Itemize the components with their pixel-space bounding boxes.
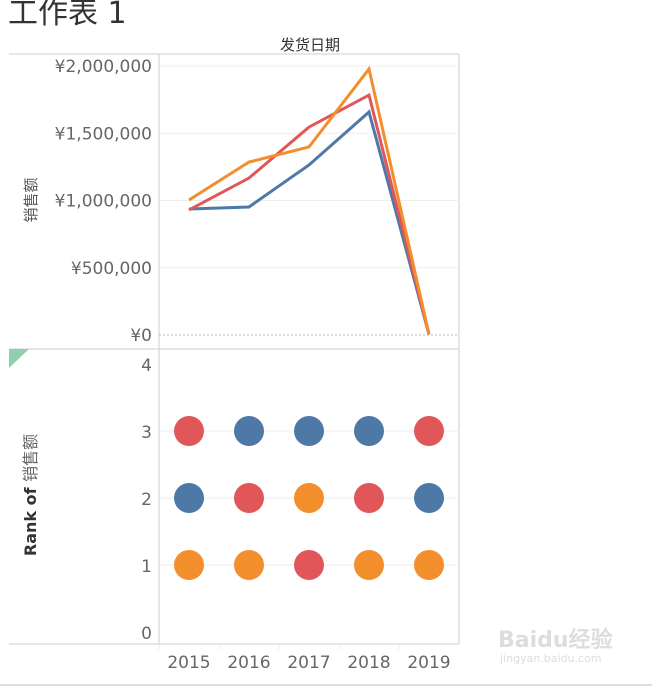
column-header: 发货日期 (280, 36, 340, 54)
y-tick-label: 4 (141, 356, 152, 376)
y-tick-label: 2 (141, 490, 152, 510)
rank-dot-blue (354, 416, 384, 446)
rank-dot-blue (414, 483, 444, 513)
line-series-orange (188, 65, 431, 335)
y-tick-label: 0 (141, 624, 152, 644)
rank-dot-blue (174, 483, 204, 513)
line-series-blue (188, 109, 431, 335)
x-tick-label: 2019 (407, 653, 450, 673)
rank-dot-orange (354, 550, 384, 580)
x-tick-label: 2015 (167, 653, 210, 673)
y-tick-label: ¥0 (130, 326, 152, 346)
y-tick-label: 1 (141, 557, 152, 577)
rank-dot-orange (234, 550, 264, 580)
rank-dot-red (174, 416, 204, 446)
rank-dot-red (234, 483, 264, 513)
rank-dot-red (294, 550, 324, 580)
rank-dot-orange (414, 550, 444, 580)
y-axis-title: Rank of 销售额 (21, 434, 40, 556)
rank-dot-orange (294, 483, 324, 513)
watermark-url: jingyan.baidu.com (500, 652, 602, 665)
rank-dot-blue (234, 416, 264, 446)
y-axis-title: 销售额 (22, 177, 40, 222)
y-tick-label: ¥1,000,000 (55, 192, 152, 212)
y-tick-label: ¥1,500,000 (55, 124, 152, 144)
x-tick-label: 2018 (347, 653, 390, 673)
watermark: Baidu经验 (498, 628, 613, 653)
x-tick-label: 2017 (287, 653, 330, 673)
y-tick-label: ¥500,000 (71, 259, 152, 279)
x-tick-label: 2016 (227, 653, 270, 673)
y-tick-label: 3 (141, 423, 152, 443)
line-series-red (188, 92, 431, 335)
rank-dot-red (354, 483, 384, 513)
rank-dot-blue (294, 416, 324, 446)
sheet-title: 工作表 1 (8, 0, 127, 31)
rank-dot-orange (174, 550, 204, 580)
y-tick-label: ¥2,000,000 (55, 57, 152, 77)
rank-dot-red (414, 416, 444, 446)
pane-corner-marker (9, 349, 29, 368)
